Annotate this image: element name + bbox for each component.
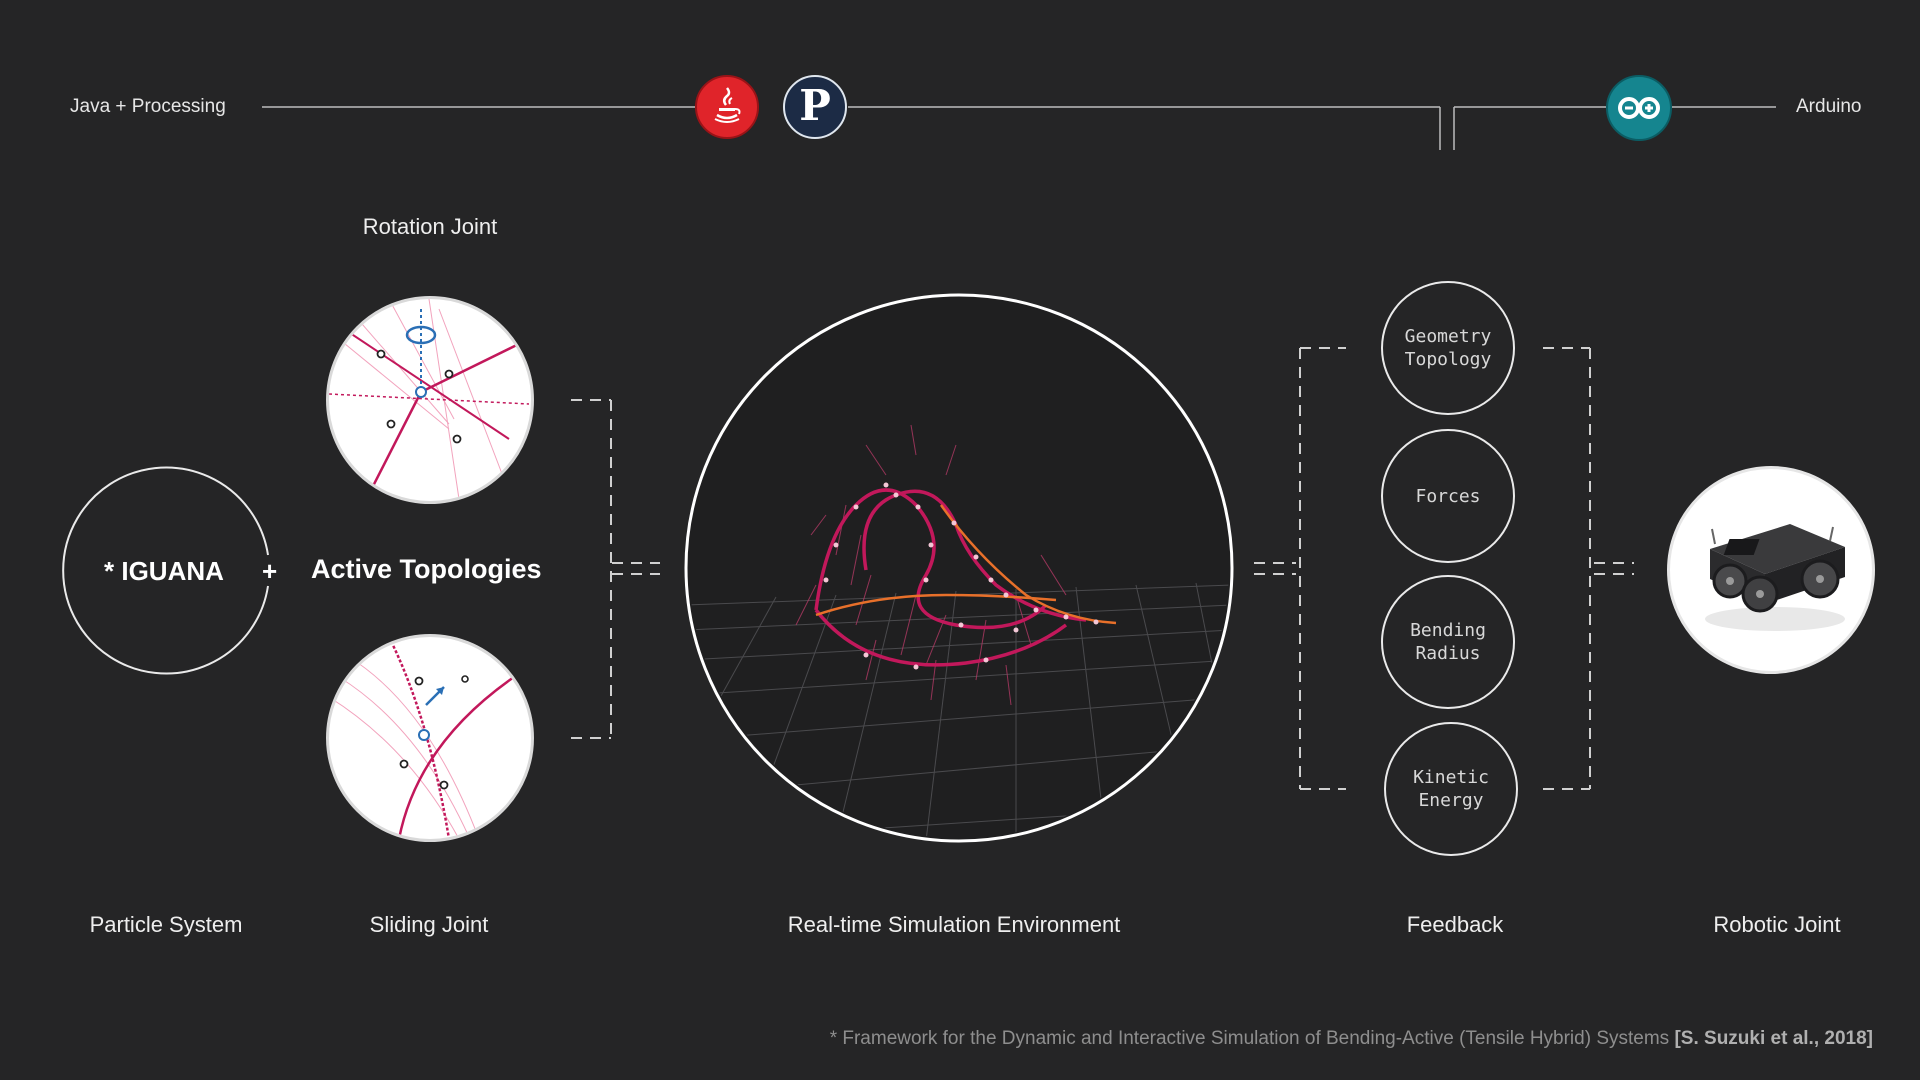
feedback-line: Geometry xyxy=(1404,326,1492,347)
feedback-line: Radius xyxy=(1415,643,1481,664)
iguana-title: * IGUANA xyxy=(104,556,224,586)
rotation-joint-diagram xyxy=(329,299,530,500)
feedback-label: Feedback xyxy=(1406,912,1504,937)
processing-logo-badge: P xyxy=(783,75,847,139)
arduino-label: Arduino xyxy=(1796,96,1862,117)
processing-icon xyxy=(783,75,847,139)
robotic-joint-label: Robotic Joint xyxy=(1713,912,1841,937)
feedback-line: Topology xyxy=(1404,349,1492,370)
rotation-joint-label: Rotation Joint xyxy=(362,214,498,239)
java-processing-label: Java + Processing xyxy=(70,96,226,117)
feedback-line: Kinetic xyxy=(1413,767,1489,788)
feedback-kinetic-energy: Kinetic Energy xyxy=(1384,722,1518,856)
feedback-bending-radius: Bending Radius xyxy=(1381,575,1515,709)
robotic-joint-image xyxy=(1705,524,1845,631)
feedback-line: Bending xyxy=(1410,620,1486,641)
simulation-environment-label: Real-time Simulation Environment xyxy=(787,912,1121,937)
robotic-joint-disc xyxy=(1667,466,1875,674)
feedback-line: Energy xyxy=(1418,790,1484,811)
feedback-forces: Forces xyxy=(1381,429,1515,563)
plus-sign: + xyxy=(262,556,278,586)
rotation-joint-disc xyxy=(326,296,534,504)
processing-letter: P xyxy=(799,81,831,130)
sliding-joint-diagram xyxy=(329,637,530,839)
particle-system-label: Particle System xyxy=(89,912,243,937)
feedback-geometry-topology: Geometry Topology xyxy=(1381,281,1515,415)
arduino-logo-badge xyxy=(1606,75,1672,141)
simulation-scene xyxy=(689,424,1229,838)
sliding-joint-disc xyxy=(326,634,534,842)
footnote: * Framework for the Dynamic and Interact… xyxy=(830,1028,1873,1050)
sliding-joint-label: Sliding Joint xyxy=(369,912,489,937)
footnote-text: * Framework for the Dynamic and Interact… xyxy=(829,1028,1675,1049)
arduino-icon xyxy=(1606,75,1672,141)
java-icon xyxy=(695,75,759,139)
java-logo-badge xyxy=(695,75,759,139)
active-topologies-label: Active Topologies xyxy=(311,554,542,584)
feedback-line: Forces xyxy=(1415,485,1481,507)
footnote-citation: [S. Suzuki et al., 2018] xyxy=(1674,1028,1873,1049)
